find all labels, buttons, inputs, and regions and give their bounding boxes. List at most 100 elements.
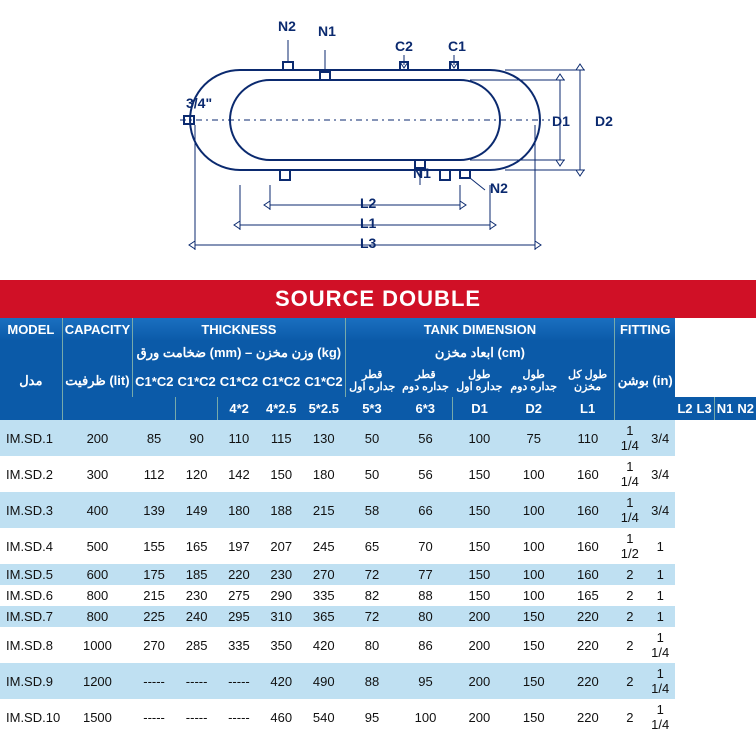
label-n1-bot: N1 [413, 165, 431, 181]
table-cell: 400 [62, 492, 132, 528]
label-n2-top: N2 [278, 18, 296, 34]
table-cell: 95 [399, 663, 452, 699]
header-cell: D2 [506, 397, 561, 420]
table-cell: 165 [175, 528, 217, 564]
table-cell: 82 [345, 585, 399, 606]
table-cell: 1 1/4 [615, 492, 645, 528]
title-bar: SOURCE DOUBLE [0, 280, 756, 318]
table-cell: IM.SD.6 [0, 585, 62, 606]
table-cell: ----- [218, 663, 260, 699]
table-cell: 460 [260, 699, 302, 735]
header-cell: N2 [735, 397, 756, 420]
table-cell: 150 [452, 585, 506, 606]
header-cell: 4*2.5 [260, 397, 302, 420]
table-cell: 207 [260, 528, 302, 564]
table-cell: 1 1/4 [645, 627, 675, 663]
table-cell: 220 [561, 663, 615, 699]
table-cell: ----- [133, 663, 176, 699]
table-cell: 500 [62, 528, 132, 564]
table-cell: 149 [175, 492, 217, 528]
table-cell: IM.SD.7 [0, 606, 62, 627]
table-cell: 1 1/4 [615, 420, 645, 456]
table-cell: 100 [399, 699, 452, 735]
table-cell: 160 [561, 456, 615, 492]
header-cell: ضخامت ورق (mm) – وزن مخزن (kg) [133, 341, 345, 365]
table-cell: 2 [615, 606, 645, 627]
table-cell: 220 [561, 627, 615, 663]
table-row: IM.SD.7800225240295310365728020015022021 [0, 606, 756, 627]
table-cell: 1000 [62, 627, 132, 663]
table-cell: 100 [506, 585, 561, 606]
table-cell: 197 [218, 528, 260, 564]
table-cell: 490 [302, 663, 345, 699]
table-cell: ----- [133, 699, 176, 735]
table-row: IM.SD.230011212014215018050561501001601 … [0, 456, 756, 492]
table-cell: 188 [260, 492, 302, 528]
table-cell: 112 [133, 456, 176, 492]
table-cell: 365 [302, 606, 345, 627]
table-cell: 150 [506, 699, 561, 735]
table-cell: 150 [506, 606, 561, 627]
table-cell: 300 [62, 456, 132, 492]
table-cell: 180 [218, 492, 260, 528]
table-cell: 72 [345, 606, 399, 627]
table-cell: 540 [302, 699, 345, 735]
table-cell: 225 [133, 606, 176, 627]
label-port: 3/4" [186, 95, 212, 111]
table-cell: 115 [260, 420, 302, 456]
table-cell: 2 [615, 585, 645, 606]
table-cell: 1 1/4 [645, 663, 675, 699]
table-cell: 1 [645, 564, 675, 585]
table-cell: 335 [302, 585, 345, 606]
table-cell: 88 [345, 663, 399, 699]
table-cell: 295 [218, 606, 260, 627]
table-cell: 1500 [62, 699, 132, 735]
table-cell: 150 [260, 456, 302, 492]
table-row: IM.SD.101500---------------4605409510020… [0, 699, 756, 735]
table-cell: 150 [452, 456, 506, 492]
table-cell: 80 [345, 627, 399, 663]
table-cell: 1 1/4 [615, 456, 645, 492]
header-group: TANK DIMENSION [345, 318, 615, 341]
table-cell: 220 [561, 699, 615, 735]
table-cell: 230 [260, 564, 302, 585]
table-cell: 155 [133, 528, 176, 564]
header-cell: N1 [714, 397, 735, 420]
table-cell: 150 [452, 564, 506, 585]
table-cell: ----- [175, 699, 217, 735]
table-cell: 200 [452, 663, 506, 699]
table-cell: 1 1/2 [615, 528, 645, 564]
table-cell: IM.SD.2 [0, 456, 62, 492]
tank-diagram: N2 N1 C2 C1 3/4" D1 D2 N1 N2 L2 L1 L3 [0, 0, 756, 280]
table-cell: 600 [62, 564, 132, 585]
table-cell: 100 [506, 528, 561, 564]
table-cell: 160 [561, 564, 615, 585]
table-row: IM.SD.91200---------------42049088952001… [0, 663, 756, 699]
table-cell: 270 [133, 627, 176, 663]
header-cell: طول جداره دوم [506, 365, 561, 397]
table-cell: 1200 [62, 663, 132, 699]
label-l2: L2 [360, 195, 376, 211]
header-cell: C1*C2 [218, 365, 260, 397]
header-group: CAPACITY [62, 318, 132, 341]
table-cell: 88 [399, 585, 452, 606]
table-cell: 56 [399, 456, 452, 492]
table-cell: 185 [175, 564, 217, 585]
spec-table: MODELCAPACITYTHICKNESSTANK DIMENSIONFITT… [0, 318, 756, 735]
table-cell: 1 [645, 528, 675, 564]
table-cell: 150 [452, 528, 506, 564]
table-cell: 180 [302, 456, 345, 492]
label-n1-top: N1 [318, 23, 336, 39]
header-cell: قطر جداره دوم [399, 365, 452, 397]
table-cell: 56 [399, 420, 452, 456]
table-cell: 215 [302, 492, 345, 528]
table-cell: 110 [218, 420, 260, 456]
header-cell: طول کل مخزن [561, 365, 615, 397]
table-row: IM.SD.340013914918018821558661501001601 … [0, 492, 756, 528]
table-cell: 150 [506, 627, 561, 663]
table-cell: 70 [399, 528, 452, 564]
table-cell: 800 [62, 585, 132, 606]
label-l1: L1 [360, 215, 376, 231]
table-cell: 175 [133, 564, 176, 585]
table-cell: 215 [133, 585, 176, 606]
